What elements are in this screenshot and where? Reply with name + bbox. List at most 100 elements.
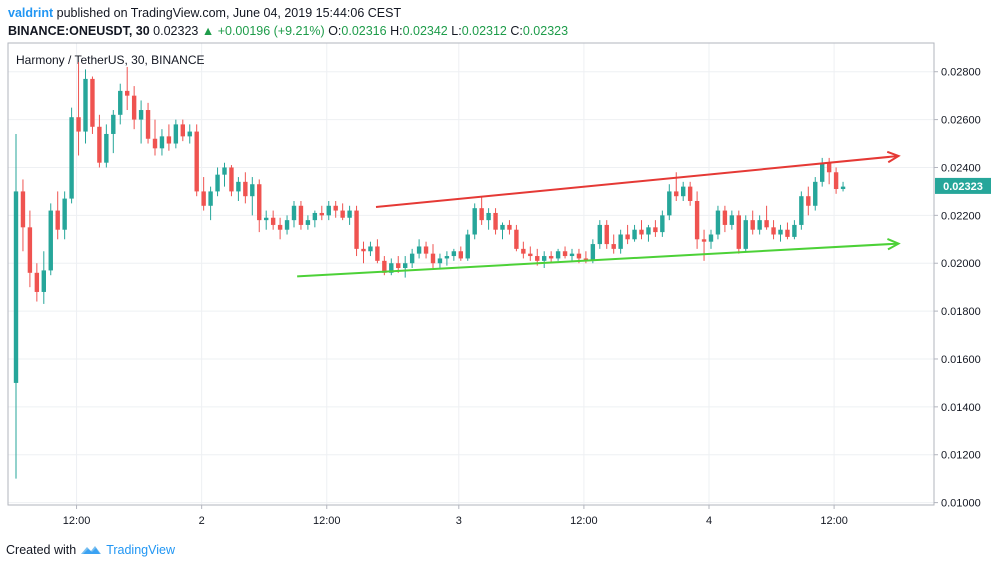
candle-body <box>590 244 596 261</box>
candle-body <box>34 272 40 292</box>
price-axis[interactable]: 0.02800 0.02600 0.02400 0.02200 0.02000 0.018… <box>934 67 981 510</box>
candle-body <box>264 217 269 221</box>
candles <box>13 62 846 479</box>
support-arrowhead <box>887 238 901 251</box>
last-price: 0.02323 <box>153 24 199 38</box>
candle-body <box>118 90 123 115</box>
candle-body <box>465 234 470 259</box>
candle-body <box>90 78 95 127</box>
candle-body <box>104 133 109 163</box>
close-label: C: <box>510 24 523 38</box>
candle-body <box>840 186 846 190</box>
candle-body <box>389 263 394 273</box>
candle-body <box>403 263 408 269</box>
candle-body <box>618 234 623 249</box>
candle-body <box>507 224 512 230</box>
candle-body <box>222 167 227 175</box>
open-label: O: <box>328 24 342 38</box>
candle-body <box>458 251 463 259</box>
candle-body <box>653 227 658 233</box>
candle-body <box>20 191 26 228</box>
candle-body <box>250 184 255 197</box>
candle-body <box>298 205 304 225</box>
candle-body <box>625 234 630 240</box>
candle-body <box>194 131 199 192</box>
y-tick-label: 0.01800 <box>941 306 981 318</box>
candle-body <box>111 114 116 134</box>
candle-body <box>451 251 457 257</box>
y-tick-label: 0.01200 <box>941 450 981 462</box>
low-label: L: <box>451 24 462 38</box>
candle-body <box>500 224 505 230</box>
high-value: 0.02342 <box>402 24 448 38</box>
candle-body <box>368 246 373 252</box>
candle-body <box>583 258 589 261</box>
candle-body <box>764 220 769 228</box>
x-tick-label: 12:00 <box>820 515 848 527</box>
tradingview-brand-link[interactable]: TradingView <box>106 543 175 557</box>
candle-body <box>778 229 783 235</box>
y-tick-label: 0.02600 <box>941 115 981 127</box>
candle-body <box>312 212 318 221</box>
candle-body <box>521 248 526 254</box>
candle-body <box>97 126 102 163</box>
candle-body <box>375 246 380 261</box>
candle-body <box>542 256 547 261</box>
x-tick-label: 12:00 <box>63 515 91 527</box>
candle-body <box>340 210 345 218</box>
candle-body <box>674 191 679 197</box>
last-price-tag-text: 0.02323 <box>943 181 983 193</box>
candle-body <box>646 227 651 235</box>
candle-body <box>750 220 755 230</box>
y-tick-label: 0.01600 <box>941 354 981 366</box>
candle-body <box>48 210 53 271</box>
candle-body <box>757 220 762 230</box>
candle-body <box>173 124 179 144</box>
candle-body <box>166 136 172 144</box>
candle-body <box>639 229 644 235</box>
candle-body <box>347 210 352 218</box>
author-link[interactable]: valdrint <box>8 6 54 20</box>
candle-body <box>284 220 290 230</box>
candle-body <box>736 215 741 249</box>
resistance-arrowhead <box>886 150 901 164</box>
candle-body <box>409 253 415 264</box>
last-price-tag: 0.02323 <box>935 177 991 194</box>
candle-body <box>27 227 33 273</box>
candle-body <box>576 253 582 259</box>
candle-body <box>813 181 818 206</box>
candle-body <box>611 244 616 249</box>
candle-body <box>423 246 429 254</box>
candle-body <box>55 210 60 230</box>
candle-body <box>361 248 366 252</box>
created-with-text: Created with <box>6 543 77 557</box>
footer: Created with TradingView <box>6 543 175 557</box>
candle-body <box>430 253 436 264</box>
candle-body <box>694 200 700 240</box>
candle-body <box>215 174 220 192</box>
low-value: 0.02312 <box>461 24 507 38</box>
candle-body <box>125 90 130 96</box>
chart-title: Harmony / TetherUS, 30, BINANCE <box>16 53 205 67</box>
candle-body <box>326 205 331 216</box>
candle-body <box>514 229 519 249</box>
candle-body <box>708 234 714 242</box>
candle-body <box>236 181 241 192</box>
candle-body <box>416 246 422 254</box>
support-trendline <box>297 242 899 278</box>
time-axis[interactable]: 12:00 2 12:00 3 12:00 4 12:00 <box>63 505 848 527</box>
candle-body <box>13 191 19 383</box>
candle-body <box>479 208 484 221</box>
candle-body <box>159 136 165 149</box>
candle-body <box>660 215 665 233</box>
candle-body <box>771 227 776 235</box>
trendlines[interactable] <box>297 150 901 278</box>
candle-body <box>785 229 790 237</box>
publish-line: valdrint published on TradingView.com, J… <box>8 4 568 22</box>
candle-body <box>799 196 804 225</box>
candle-body <box>62 198 67 230</box>
candle-body <box>701 239 707 242</box>
x-tick-label: 3 <box>456 515 462 527</box>
x-tick-label: 12:00 <box>313 515 341 527</box>
